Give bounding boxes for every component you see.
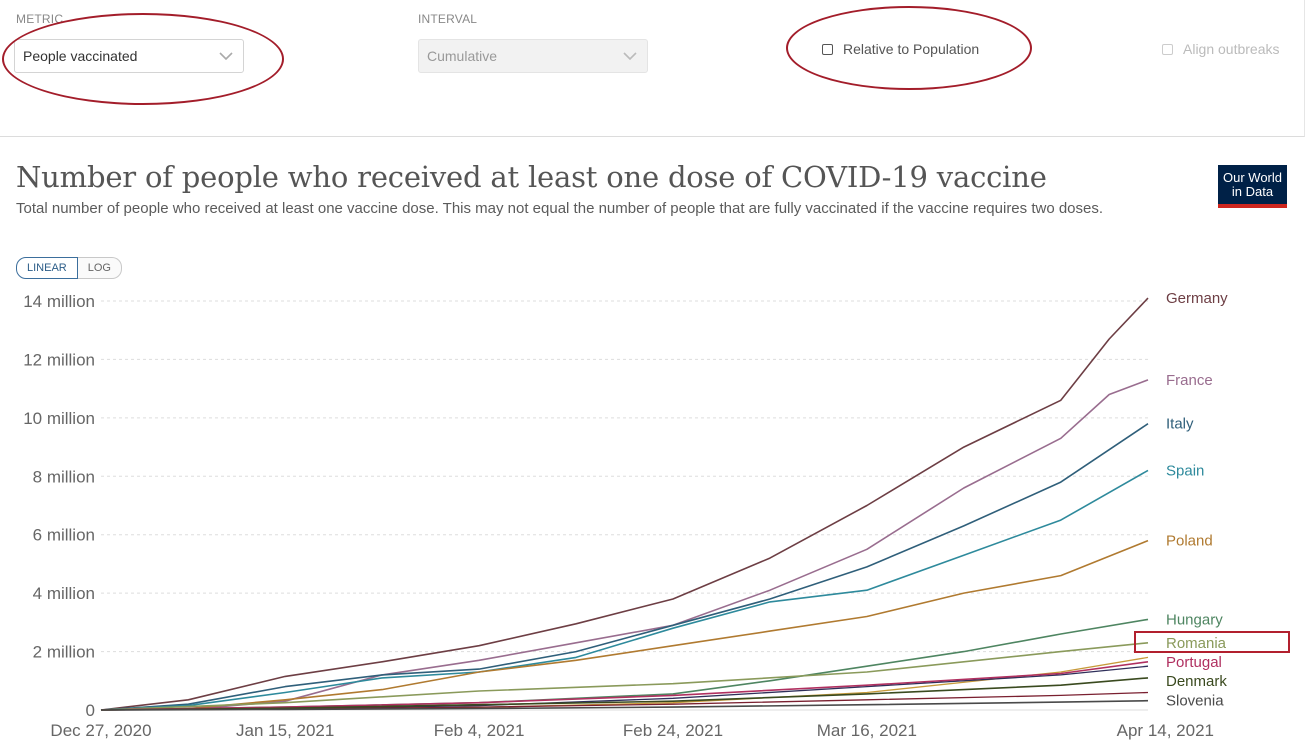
chart-title: Number of people who received at least o… <box>16 160 1047 194</box>
series-line-spain[interactable] <box>100 469 1149 711</box>
series-label-france[interactable]: France <box>1166 372 1213 389</box>
series-line-portugal[interactable] <box>100 661 1149 711</box>
series-line-romania[interactable] <box>100 642 1149 711</box>
y-tick-label: 14 million <box>23 292 95 311</box>
series-label-poland[interactable]: Poland <box>1166 533 1213 550</box>
scale-toggle: LINEAR LOG <box>16 257 122 279</box>
y-tick-label: 2 million <box>33 643 95 662</box>
series-label-romania[interactable]: Romania <box>1166 635 1227 652</box>
controls-bar: METRIC People vaccinated INTERVAL Cumula… <box>0 0 1305 137</box>
align-label: Align outbreaks <box>1183 41 1280 57</box>
owid-logo[interactable]: Our World in Data <box>1218 165 1287 208</box>
line-chart: 0 2 million 4 million 6 million 8 million 10 … <box>23 290 1228 740</box>
y-tick-label: 4 million <box>33 584 95 603</box>
x-tick-label: Feb 4, 2021 <box>434 721 525 740</box>
chevron-down-icon <box>623 52 637 60</box>
x-tick-label: Apr 14, 2021 <box>1117 721 1214 740</box>
x-axis-ticks: Dec 27, 2020 Jan 15, 2021 Feb 4, 2021 Feb 2… <box>50 721 1214 740</box>
series-label-germany[interactable]: Germany <box>1166 290 1228 307</box>
x-tick-label: Mar 16, 2021 <box>817 721 917 740</box>
align-checkbox[interactable] <box>1162 43 1173 55</box>
chart-subtitle: Total number of people who received at l… <box>16 200 1104 217</box>
series-label-portugal[interactable]: Portugal <box>1166 654 1222 671</box>
series-label-spain[interactable]: Spain <box>1166 462 1204 479</box>
y-tick-label: 0 <box>86 701 95 720</box>
linear-scale-button[interactable]: LINEAR <box>16 257 78 279</box>
x-tick-label: Jan 15, 2021 <box>236 721 334 740</box>
metric-label: METRIC <box>16 12 64 26</box>
x-tick-label: Dec 27, 2020 <box>50 721 151 740</box>
series-line-poland[interactable] <box>100 539 1149 711</box>
series-labels: Germany France Italy Spain Poland Hungary Roma… <box>1166 290 1228 710</box>
logo-line-2: in Data <box>1231 183 1274 199</box>
series-label-slovenia[interactable]: Slovenia <box>1166 693 1224 710</box>
series-line-slovenia[interactable] <box>100 699 1149 711</box>
series-label-hungary[interactable]: Hungary <box>1166 611 1223 628</box>
interval-select[interactable]: Cumulative <box>418 39 648 73</box>
y-axis-ticks: 0 2 million 4 million 6 million 8 million 10 … <box>23 292 95 720</box>
series-line-italy[interactable] <box>100 423 1149 711</box>
y-tick-label: 10 million <box>23 409 95 428</box>
gridlines <box>101 300 1148 711</box>
annotation-ellipse-relative <box>786 6 1032 90</box>
series-lines <box>100 297 1149 711</box>
y-tick-label: 6 million <box>33 526 95 545</box>
series-line-denmark[interactable] <box>100 677 1149 711</box>
series-label-italy[interactable]: Italy <box>1166 416 1194 433</box>
logo-line-1: Our World <box>1223 169 1282 185</box>
y-tick-label: 8 million <box>33 467 95 486</box>
interval-select-value: Cumulative <box>427 48 498 64</box>
annotation-ellipse-metric <box>2 13 284 105</box>
series-line-germany[interactable] <box>100 297 1149 711</box>
annotation-box-romania <box>1134 631 1290 653</box>
log-scale-button[interactable]: LOG <box>77 257 122 279</box>
align-outbreaks-toggle[interactable]: Align outbreaks <box>1162 41 1280 57</box>
y-tick-label: 12 million <box>23 350 95 369</box>
series-label-denmark[interactable]: Denmark <box>1166 673 1227 690</box>
x-tick-label: Feb 24, 2021 <box>623 721 723 740</box>
interval-label: INTERVAL <box>418 12 478 26</box>
